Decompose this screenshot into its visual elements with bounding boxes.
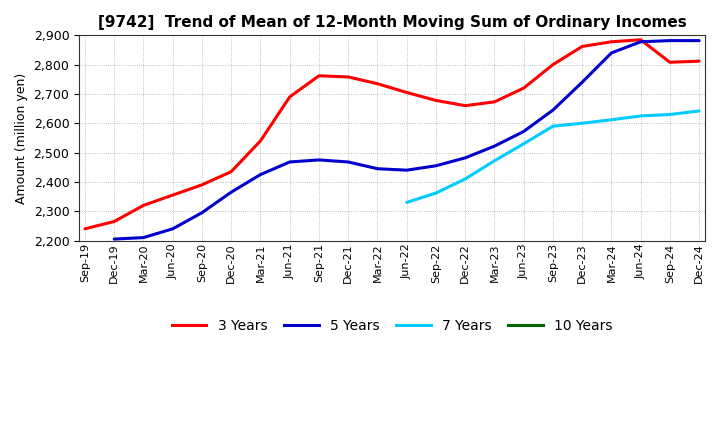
7 Years — [665, 112, 674, 117]
Legend: 3 Years, 5 Years, 7 Years, 10 Years: 3 Years, 5 Years, 7 Years, 10 Years — [166, 313, 618, 338]
3 Years — [81, 226, 89, 231]
7 Years — [636, 114, 645, 119]
5 Years — [168, 226, 177, 231]
3 Years — [431, 98, 440, 103]
5 Years — [344, 159, 353, 165]
5 Years — [402, 168, 411, 173]
3 Years — [578, 44, 587, 49]
3 Years — [315, 73, 323, 78]
5 Years — [198, 210, 207, 215]
3 Years — [285, 94, 294, 99]
5 Years — [227, 190, 235, 195]
Title: [9742]  Trend of Mean of 12-Month Moving Sum of Ordinary Incomes: [9742] Trend of Mean of 12-Month Moving … — [98, 15, 686, 30]
5 Years — [110, 236, 119, 242]
5 Years — [431, 163, 440, 169]
3 Years — [461, 103, 469, 108]
7 Years — [431, 191, 440, 196]
3 Years — [256, 138, 265, 143]
Line: 7 Years: 7 Years — [407, 111, 699, 202]
Line: 3 Years: 3 Years — [85, 40, 699, 229]
5 Years — [461, 155, 469, 161]
7 Years — [607, 117, 616, 122]
5 Years — [490, 143, 499, 149]
5 Years — [578, 80, 587, 85]
7 Years — [519, 141, 528, 147]
3 Years — [695, 59, 703, 64]
3 Years — [402, 90, 411, 95]
3 Years — [168, 192, 177, 198]
3 Years — [519, 85, 528, 91]
7 Years — [578, 121, 587, 126]
3 Years — [227, 169, 235, 174]
3 Years — [665, 60, 674, 65]
7 Years — [695, 108, 703, 114]
5 Years — [549, 107, 557, 113]
5 Years — [139, 235, 148, 240]
Line: 5 Years: 5 Years — [114, 40, 699, 239]
3 Years — [198, 182, 207, 187]
3 Years — [110, 219, 119, 224]
5 Years — [519, 129, 528, 134]
5 Years — [256, 172, 265, 177]
5 Years — [636, 39, 645, 44]
5 Years — [695, 38, 703, 43]
5 Years — [665, 38, 674, 43]
7 Years — [490, 158, 499, 163]
5 Years — [285, 159, 294, 165]
3 Years — [490, 99, 499, 105]
3 Years — [607, 39, 616, 44]
5 Years — [373, 166, 382, 171]
3 Years — [549, 62, 557, 67]
3 Years — [636, 37, 645, 42]
Y-axis label: Amount (million yen): Amount (million yen) — [15, 72, 28, 204]
3 Years — [373, 81, 382, 86]
7 Years — [402, 200, 411, 205]
5 Years — [315, 157, 323, 162]
3 Years — [139, 203, 148, 208]
3 Years — [344, 74, 353, 80]
5 Years — [607, 50, 616, 55]
7 Years — [549, 124, 557, 129]
7 Years — [461, 176, 469, 182]
